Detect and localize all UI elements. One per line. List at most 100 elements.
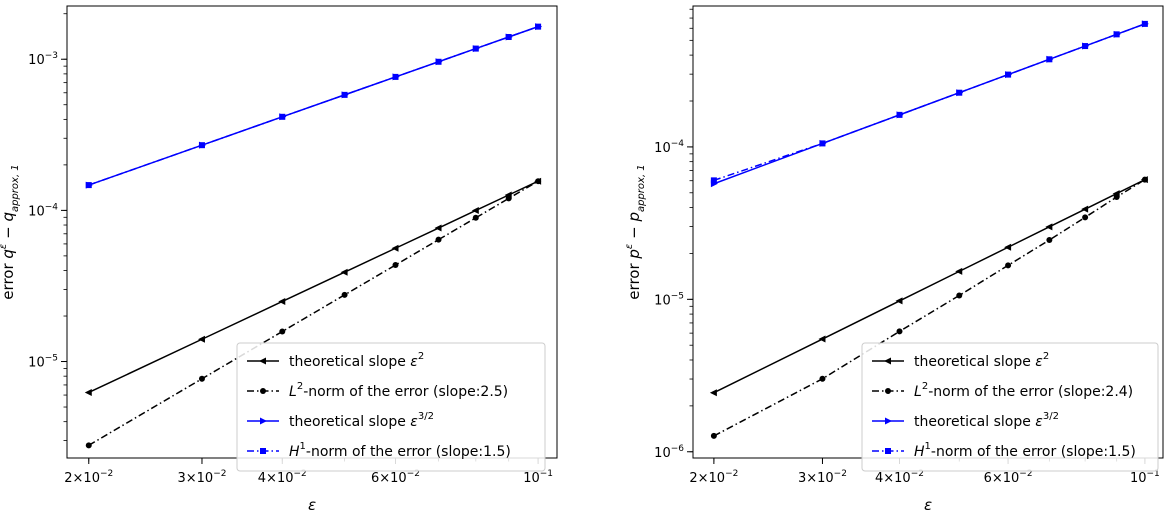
x-tick-exponent: −2 xyxy=(213,469,226,479)
x-tick-label: 4×10−2 xyxy=(258,469,307,486)
legend-box xyxy=(861,342,1159,472)
legend-label-post: -norm of the error (slope:1.5) xyxy=(931,444,1136,460)
data-point xyxy=(535,178,542,185)
y-label-superscript: ε xyxy=(0,243,9,249)
legend-box xyxy=(236,342,546,472)
data-point xyxy=(434,224,442,232)
legend-label: L2-norm of the error (slope:2.5) xyxy=(289,381,508,400)
legend-label-superscript: 1 xyxy=(925,441,931,452)
legend-label-superscript: 2 xyxy=(1043,351,1049,362)
x-tick-mantissa: 6×10 xyxy=(984,471,1020,486)
data-point xyxy=(197,335,205,343)
legend-swatch-marker xyxy=(260,388,266,394)
data-point xyxy=(341,91,348,98)
data-point xyxy=(710,177,717,184)
legend-label-symbol: ε xyxy=(410,354,418,370)
y-tick-exponent: −5 xyxy=(671,291,684,301)
x-axis-label: ε xyxy=(308,496,316,514)
data-point xyxy=(1141,20,1148,27)
data-point xyxy=(1141,176,1148,183)
x-tick-exponent: −2 xyxy=(294,469,307,479)
x-axis-label: ε xyxy=(924,496,932,514)
data-point xyxy=(1082,43,1089,50)
data-point xyxy=(279,328,286,335)
y-label-base: q xyxy=(0,249,17,259)
data-point xyxy=(709,389,717,397)
x-tick-mantissa: 10 xyxy=(1130,471,1147,486)
data-point xyxy=(471,206,479,214)
legend-label-superscript: 2 xyxy=(922,381,928,392)
y-tick-label: 10−4 xyxy=(654,139,684,156)
legend-label: L2-norm of the error (slope:2.4) xyxy=(914,381,1133,400)
series-line xyxy=(88,180,539,446)
y-tick-label: 10−6 xyxy=(654,444,684,461)
legend-label-symbol: H xyxy=(289,444,300,460)
data-point xyxy=(505,195,512,202)
y-label-superscript: ε xyxy=(624,243,635,249)
data-point xyxy=(896,328,903,335)
x-tick-mantissa: 4×10 xyxy=(258,471,294,486)
x-tick-exponent: −1 xyxy=(1147,469,1160,479)
data-point xyxy=(1045,223,1053,231)
data-point xyxy=(1004,243,1012,251)
x-tick-label: 2×10−2 xyxy=(64,469,113,486)
data-point xyxy=(341,291,348,298)
legend-label-pre: theoretical slope xyxy=(914,354,1035,370)
y-tick-mantissa: 10 xyxy=(28,53,45,68)
y-tick-mantissa: 10 xyxy=(28,356,45,371)
legend-label-superscript: 3/2 xyxy=(418,411,434,422)
series-1 xyxy=(85,178,542,449)
data-point xyxy=(956,292,963,299)
data-point xyxy=(392,73,399,80)
legend-label-superscript: 3/2 xyxy=(1043,411,1059,422)
data-point xyxy=(1113,31,1120,38)
data-point xyxy=(1081,205,1089,213)
legend-label: theoretical slope ε3/2 xyxy=(289,411,434,430)
data-point xyxy=(955,267,963,275)
x-tick-label: 10−1 xyxy=(1130,469,1160,486)
y-label-term: q xyxy=(0,212,17,222)
legend-label: theoretical slope ε2 xyxy=(914,351,1049,370)
data-point xyxy=(1082,214,1089,221)
legend-label-post: -norm of the error (slope:2.5) xyxy=(303,384,508,400)
data-point xyxy=(1046,237,1053,244)
x-tick-mantissa: 3×10 xyxy=(177,471,213,486)
y-tick-mantissa: 10 xyxy=(28,204,45,219)
x-tick-label: 2×10−2 xyxy=(689,469,738,486)
x-tick-exponent: −2 xyxy=(100,469,113,479)
legend-label-superscript: 1 xyxy=(300,441,306,452)
y-tick-label: 10−3 xyxy=(28,51,58,68)
legend-swatch-marker xyxy=(885,388,891,394)
data-point xyxy=(435,236,442,243)
series-3 xyxy=(710,20,1148,184)
legend-label: H1-norm of the error (slope:1.5) xyxy=(914,441,1136,460)
y-tick-exponent: −3 xyxy=(45,51,58,61)
x-tick-mantissa: 4×10 xyxy=(875,471,911,486)
data-point xyxy=(819,375,826,382)
y-tick-label: 10−5 xyxy=(28,354,58,371)
x-tick-label: 6×10−2 xyxy=(371,469,420,486)
y-label-base: p xyxy=(625,249,643,260)
y-tick-exponent: −4 xyxy=(671,139,685,149)
y-tick-mantissa: 10 xyxy=(654,141,671,156)
data-point xyxy=(391,244,399,252)
data-point xyxy=(535,23,542,30)
x-tick-exponent: −2 xyxy=(407,469,420,479)
y-axis-label: error qε − qapprox, 1 xyxy=(0,164,21,299)
data-point xyxy=(278,297,286,305)
legend-label-superscript: 2 xyxy=(297,381,303,392)
data-point xyxy=(279,113,286,120)
data-point xyxy=(198,142,205,149)
x-tick-mantissa: 2×10 xyxy=(64,471,100,486)
data-point xyxy=(1005,71,1012,78)
data-point xyxy=(1113,194,1120,201)
y-label-term: p xyxy=(625,212,643,223)
x-tick-mantissa: 3×10 xyxy=(798,471,834,486)
data-point xyxy=(895,297,903,305)
legend-swatch-marker xyxy=(885,417,892,425)
y-label-subscript: approx, 1 xyxy=(636,164,647,212)
x-tick-exponent: −1 xyxy=(540,469,553,479)
x-tick-exponent: −2 xyxy=(834,469,847,479)
